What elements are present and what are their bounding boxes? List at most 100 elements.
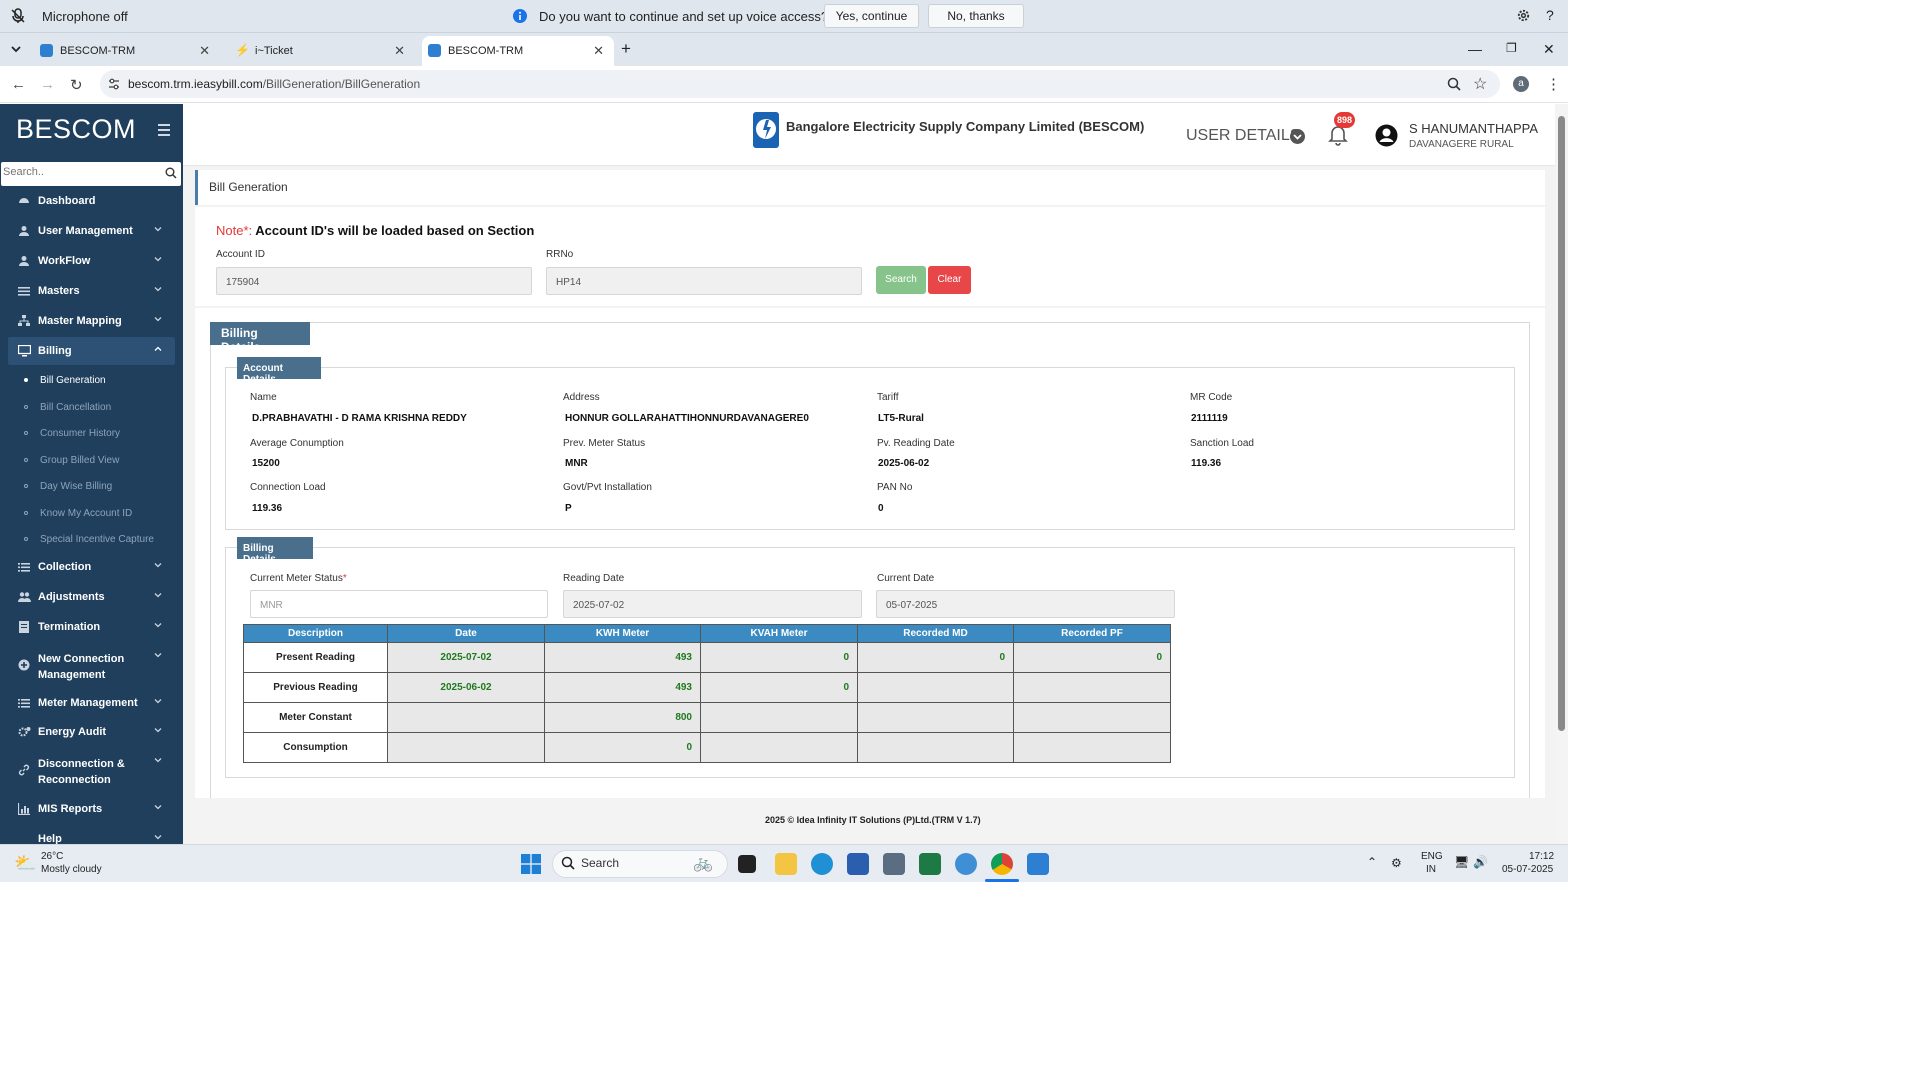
sidebar-item-new-connection-management[interactable]: New Connection Management [0,651,183,683]
footer-copyright: 2025 © Idea Infinity IT Solutions (P)Ltd… [765,815,981,825]
network-icon[interactable]: 🖥 [1454,855,1470,869]
active-app-indicator [985,879,1019,882]
help-icon[interactable]: ? [1546,7,1554,23]
back-icon[interactable]: ← [11,76,26,93]
link-icon [18,764,30,776]
sidebar-subitem-special-incentive-capture[interactable]: Special Incentive Capture [24,534,154,545]
chevron-down-icon [154,315,162,323]
profile-avatar[interactable]: a [1513,76,1529,92]
forward-icon[interactable]: → [40,76,55,93]
sidebar-subitem-know-my-account-id[interactable]: Know My Account ID [24,508,132,519]
windows-taskbar: ⛅ 26°C Mostly cloudy Search 🚲 ⌃ ⚙ ENG IN… [0,844,1568,882]
tab-iticket[interactable]: ⚡ i~Ticket ✕ [235,36,415,66]
close-tab-icon[interactable]: ✕ [394,43,405,58]
bullet-icon [24,431,28,436]
bescom-logo-icon [751,110,781,150]
new-tab-button[interactable]: + [621,39,631,58]
search-icon[interactable] [165,167,177,179]
kvah-cell[interactable]: 0 [700,642,858,673]
yes-continue-button[interactable]: Yes, continue [824,4,919,28]
tab-bescom-trm-active[interactable]: BESCOM-TRM ✕ [422,36,614,66]
tray-chevron-up-icon[interactable]: ⌃ [1367,855,1378,869]
recorded-pf-cell [1013,672,1171,703]
clock-date[interactable]: 05-07-2025 [1502,864,1554,875]
account-id-input[interactable]: 175904 [216,267,532,295]
volume-icon[interactable]: 🔊 [1473,855,1488,869]
bescom-favicon-icon [428,44,441,57]
brand-logo[interactable]: BESCOM [16,114,137,144]
chevron-down-icon [154,225,162,233]
store-icon[interactable] [847,853,869,875]
omnibox[interactable] [100,70,1500,98]
current-meter-status-select[interactable]: MNR [250,590,548,618]
sidebar-item-label: Disconnection & Reconnection [38,758,125,786]
sidebar: BESCOM Dashboard User Management WorkFlo… [0,104,183,844]
kwh-cell[interactable]: 493 [544,642,701,673]
file-explorer-icon[interactable] [775,853,797,875]
restore-button[interactable]: ❐ [1506,41,1517,55]
sidebar-item-disconnection-reconnection[interactable]: Disconnection & Reconnection [0,756,183,788]
rrno-input[interactable]: HP14 [546,267,862,295]
bullet-icon [24,458,28,463]
recorded-md-cell [857,702,1014,733]
zoom-icon[interactable] [1447,77,1461,91]
sidebar-subitem-day-wise-billing[interactable]: Day Wise Billing [24,481,112,492]
page-scrollbar[interactable] [1555,104,1568,844]
close-window-button[interactable]: ✕ [1543,41,1555,57]
edge-browser-icon[interactable] [811,853,833,875]
notification-count-badge: 898 [1334,112,1356,128]
chrome-icon[interactable] [991,853,1013,875]
microphone-off-icon[interactable] [10,8,26,24]
search-button[interactable]: Search [876,266,926,294]
recorded-md-cell[interactable]: 0 [857,642,1014,673]
sidebar-item-label: User Management [38,225,133,237]
minimize-button[interactable]: — [1468,41,1482,57]
sidebar-subitem-consumer-history[interactable]: Consumer History [24,428,120,439]
user-name: S HANUMANTHAPPA [1409,121,1539,136]
sidebar-item-label: Energy Audit [38,726,107,738]
url-text[interactable]: bescom.trm.ieasybill.com/BillGeneration/… [128,77,420,91]
no-thanks-button[interactable]: No, thanks [928,4,1024,28]
column-header: Date [387,624,545,643]
sidebar-subitem-bill-cancellation[interactable]: Bill Cancellation [24,402,111,413]
sidebar-search-input[interactable] [3,166,153,178]
mr-code-label: MR Code [1190,392,1233,403]
photos-icon[interactable] [1027,853,1049,875]
sidebar-subitem-bill-generation[interactable]: Bill Generation [24,375,106,386]
clear-button[interactable]: Clear [928,266,971,294]
task-view-icon[interactable] [738,855,756,873]
calculator-icon[interactable] [883,853,905,875]
scrollbar-thumb[interactable] [1558,116,1565,731]
bullet-icon [24,484,28,489]
reload-icon[interactable]: ↻ [70,77,83,94]
tray-app-icon[interactable]: ⚙ [1391,856,1402,870]
clock-time[interactable]: 17:12 [1529,851,1555,862]
tab-bescom-trm-1[interactable]: BESCOM-TRM ✕ [40,36,220,66]
taskbar-search-box[interactable] [552,850,728,878]
language-region[interactable]: IN [1426,864,1436,875]
sidebar-subitem-group-billed-view[interactable]: Group Billed View [24,455,119,466]
tab-search-chevron-icon[interactable] [10,43,22,55]
reading-date-input[interactable]: 2025-07-02 [563,590,862,618]
hamburger-menu-icon[interactable] [158,124,170,139]
user-avatar-icon[interactable] [1375,124,1398,147]
row-description: Consumption [243,732,388,763]
excel-icon[interactable] [919,853,941,875]
bookmark-star-icon[interactable]: ☆ [1473,76,1488,93]
chevron-circle-down-icon[interactable] [1290,129,1305,144]
table-row: Previous Reading 2025-06-02 493 0 [243,672,1171,703]
sidebar-item-label: Termination [38,621,101,633]
close-tab-icon[interactable]: ✕ [199,43,210,58]
settings-gear-icon[interactable] [1516,8,1531,23]
close-tab-icon[interactable]: ✕ [593,43,604,58]
site-info-icon[interactable] [108,78,120,90]
current-date-label: Current Date [877,573,935,584]
people-app-icon[interactable] [955,853,977,875]
recorded-pf-cell[interactable]: 0 [1013,642,1171,673]
windows-start-icon[interactable] [521,854,541,874]
pv-reading-date-label: Pv. Reading Date [877,438,955,449]
browser-menu-icon[interactable]: ⋮ [1546,76,1561,93]
user-details-dropdown[interactable]: USER DETAILS [1186,127,1301,144]
language-primary[interactable]: ENG [1421,851,1443,862]
weather-cloud-sun-icon[interactable]: ⛅ [14,853,37,873]
